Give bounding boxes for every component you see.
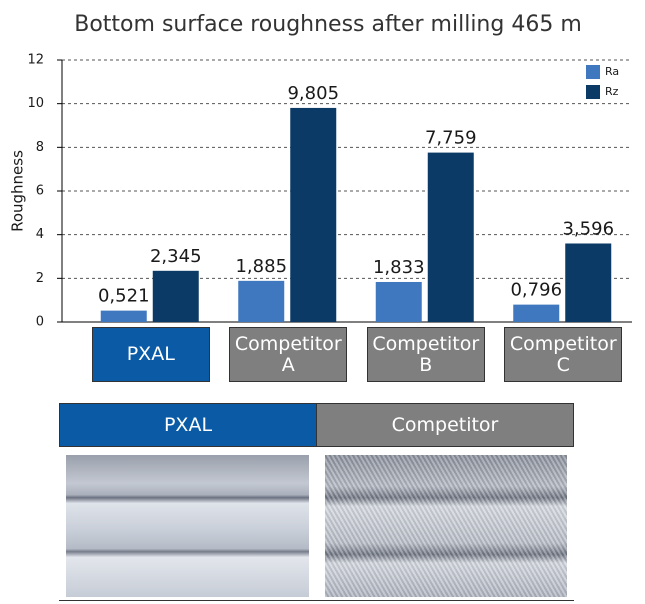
bar [153, 271, 199, 322]
bar [565, 243, 611, 322]
bar [290, 108, 336, 322]
chart-title: Bottom surface roughness after milling 4… [74, 12, 582, 37]
legend-swatch [586, 85, 600, 99]
value-label: 0,796 [510, 280, 562, 301]
category-label: Competitor A [229, 327, 347, 382]
value-label: 2,345 [150, 246, 202, 267]
y-tick-label: 0 [36, 315, 44, 330]
bar [513, 305, 559, 322]
y-axis-label: Roughness [9, 150, 27, 232]
bar [376, 282, 422, 322]
legend-label: Ra [605, 65, 619, 78]
y-tick-label: 12 [27, 53, 44, 68]
value-label: 1,885 [235, 256, 287, 277]
table-header: Competitor [316, 403, 574, 447]
y-tick-label: 4 [36, 227, 44, 242]
bar [101, 311, 147, 322]
legend-label: Rz [605, 85, 619, 98]
y-tick-label: 10 [27, 96, 44, 111]
table-header: PXAL [59, 403, 317, 447]
category-label: Competitor C [504, 327, 622, 382]
bar [428, 153, 474, 322]
surface-photo [66, 455, 309, 597]
y-tick-label: 2 [36, 271, 44, 286]
y-tick-label: 8 [36, 140, 44, 155]
value-label: 3,596 [562, 218, 614, 239]
category-label: Competitor B [367, 327, 485, 382]
value-label: 7,759 [425, 128, 477, 149]
value-label: 9,805 [287, 83, 339, 104]
surface-photo [325, 455, 567, 597]
category-label: PXAL [92, 327, 210, 382]
legend-swatch [586, 65, 600, 79]
value-label: 1,833 [373, 257, 425, 278]
bar [238, 281, 284, 322]
table-border [59, 600, 574, 601]
value-label: 0,521 [98, 286, 150, 307]
page: Bottom surface roughness after milling 4… [0, 0, 645, 604]
y-tick-label: 6 [36, 184, 44, 199]
